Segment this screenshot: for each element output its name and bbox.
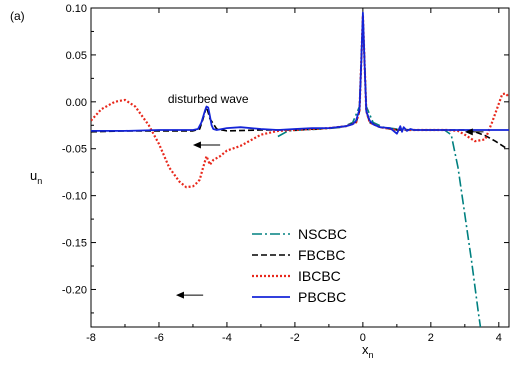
x-tick-label: -6 [154, 332, 164, 344]
series-line-pbcbc [91, 11, 509, 135]
y-tick-label: -0.15 [62, 238, 87, 250]
legend-label-pbcbc: PBCBC [298, 289, 346, 305]
x-tick-label: 0 [360, 332, 366, 344]
x-tick-label: 2 [428, 332, 434, 344]
x-axis-ticks: -8 -6 -4 -2 0 2 4 [86, 8, 502, 344]
y-tick-label: -0.05 [62, 144, 87, 156]
series-group [91, 11, 509, 327]
y-axis-label-main: u [30, 168, 37, 183]
plot-frame [90, 7, 510, 328]
y-tick-label: -0.20 [62, 284, 87, 296]
y-axis-ticks: 0.10 0.05 0.00 -0.05 -0.10 -0.15 -0.20 [62, 3, 509, 314]
series-line-ibcbc [91, 14, 509, 189]
legend-label-ibcbc: IBCBC [298, 268, 341, 284]
legend-label-fbcbc: FBCBC [298, 247, 345, 263]
annotations: disturbed wave [168, 92, 484, 299]
arrow-head [192, 141, 201, 149]
y-axis-label-sub: n [37, 176, 42, 186]
x-tick-label: 4 [496, 332, 502, 344]
y-tick-label: 0.00 [66, 97, 87, 109]
y-tick-label: -0.10 [62, 191, 87, 203]
x-tick-label: -4 [222, 332, 232, 344]
x-tick-label: -8 [86, 332, 96, 344]
x-axis-label-sub: n [369, 350, 374, 360]
y-tick-label: 0.10 [66, 3, 87, 15]
x-tick-label: -2 [290, 332, 300, 344]
arrow-head [464, 128, 473, 136]
annotation-text: disturbed wave [168, 92, 249, 106]
y-tick-label: 0.05 [66, 50, 87, 62]
legend: NSCBC FBCBC IBCBC PBCBC [252, 226, 347, 305]
arrow-head [175, 291, 184, 299]
panel-label: (a) [10, 9, 25, 23]
legend-label-nscbc: NSCBC [298, 226, 347, 242]
x-axis-label-main: x [362, 342, 369, 357]
x-axis-label: xn [362, 342, 374, 360]
y-axis-label: un [30, 168, 42, 186]
